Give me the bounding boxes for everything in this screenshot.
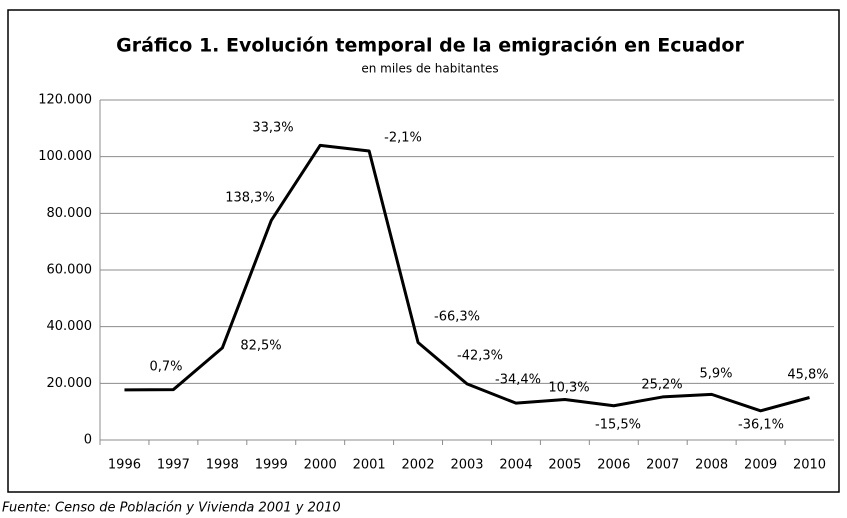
chart-subtitle: en miles de habitantes bbox=[361, 62, 498, 76]
y-tick-label: 100.000 bbox=[38, 149, 92, 164]
data-line bbox=[124, 143, 810, 413]
x-tick-label: 2002 bbox=[402, 458, 435, 473]
growth-label: -34,4% bbox=[495, 373, 541, 388]
growth-label: -2,1% bbox=[384, 131, 422, 146]
y-tick-label: 40.000 bbox=[47, 319, 93, 334]
x-tick-label: 2000 bbox=[304, 458, 337, 473]
growth-label: 82,5% bbox=[240, 339, 281, 354]
x-tick-label: 2003 bbox=[450, 458, 483, 473]
growth-label: -42,3% bbox=[457, 349, 503, 364]
growth-label: 0,7% bbox=[149, 360, 182, 375]
x-tick-label: 2007 bbox=[646, 458, 679, 473]
growth-label: 33,3% bbox=[252, 121, 293, 136]
x-tick-label: 2009 bbox=[744, 458, 777, 473]
x-tick-label: 2010 bbox=[793, 458, 826, 473]
x-tick-label: 2006 bbox=[597, 458, 630, 473]
y-tick-label: 60.000 bbox=[47, 263, 93, 278]
x-tick-label: 1998 bbox=[206, 458, 239, 473]
growth-label: 10,3% bbox=[548, 381, 589, 396]
y-tick-label: 20.000 bbox=[47, 376, 93, 391]
y-tick-label: 80.000 bbox=[47, 206, 93, 221]
growth-label: -15,5% bbox=[595, 418, 641, 433]
growth-label: 45,8% bbox=[787, 368, 828, 383]
growth-label: 25,2% bbox=[641, 378, 682, 393]
chart-title: Gráfico 1. Evolución temporal de la emig… bbox=[116, 35, 744, 57]
x-tick-label: 1997 bbox=[157, 458, 190, 473]
source-note: Fuente: Censo de Población y Vivienda 20… bbox=[2, 501, 341, 516]
y-tick-label: 120.000 bbox=[38, 93, 92, 108]
chart-frame bbox=[7, 9, 840, 493]
x-tick-label: 2005 bbox=[548, 458, 581, 473]
growth-label: -66,3% bbox=[434, 310, 480, 325]
y-tick-label: 0 bbox=[84, 433, 92, 448]
x-tick-label: 1996 bbox=[108, 458, 141, 473]
growth-label: 5,9% bbox=[699, 367, 732, 382]
x-tick-label: 1999 bbox=[255, 458, 288, 473]
x-tick-label: 2001 bbox=[353, 458, 386, 473]
x-tick-label: 2008 bbox=[695, 458, 728, 473]
growth-label: 138,3% bbox=[225, 191, 275, 206]
growth-label: -36,1% bbox=[738, 418, 784, 433]
x-tick-label: 2004 bbox=[499, 458, 532, 473]
